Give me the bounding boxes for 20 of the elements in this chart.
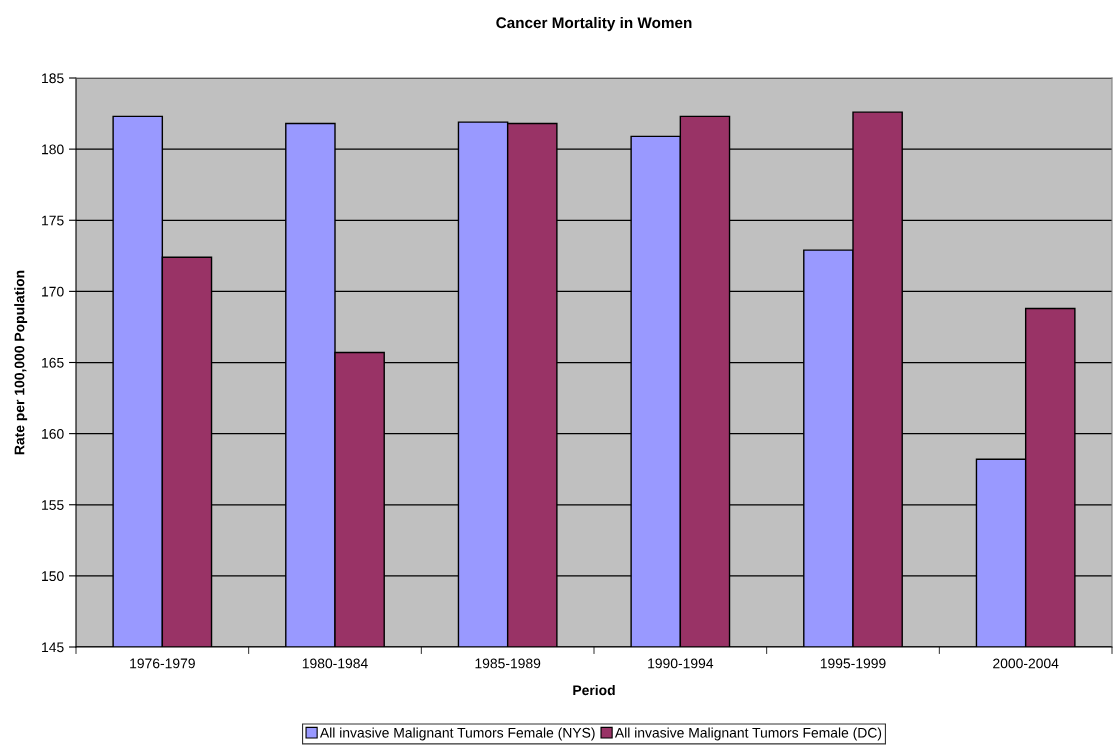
y-tick-label: 180 xyxy=(42,144,64,155)
y-axis-title: Rate per 100,000 Population xyxy=(14,270,28,455)
x-tick-label: 2000-2004 xyxy=(993,658,1059,669)
y-tick-label: 165 xyxy=(42,357,64,368)
y-tick-label: 185 xyxy=(42,73,64,84)
y-tick-label: 155 xyxy=(42,500,64,510)
x-tick-label: 1980-1984 xyxy=(302,658,368,669)
legend-label: All invasive Malignant Tumors Female (NYS) xyxy=(319,727,595,741)
x-tick-label: 1995-1999 xyxy=(820,658,886,669)
x-tick-label: 1990-1994 xyxy=(648,658,714,669)
legend-label: All invasive Malignant Tumors Female (DC) xyxy=(614,727,882,741)
y-tick-label: 160 xyxy=(42,428,64,439)
chart-title: Cancer Mortality in Women xyxy=(496,16,692,32)
x-tick-label: 1985-1989 xyxy=(475,658,541,669)
y-tick-label: 150 xyxy=(42,571,64,582)
x-tick-label: 1976-1979 xyxy=(130,658,195,669)
y-tick-label: 170 xyxy=(42,286,64,297)
y-tick-label: 175 xyxy=(42,215,64,226)
y-tick-label: 145 xyxy=(42,642,64,653)
x-axis-title: Period xyxy=(573,684,615,696)
